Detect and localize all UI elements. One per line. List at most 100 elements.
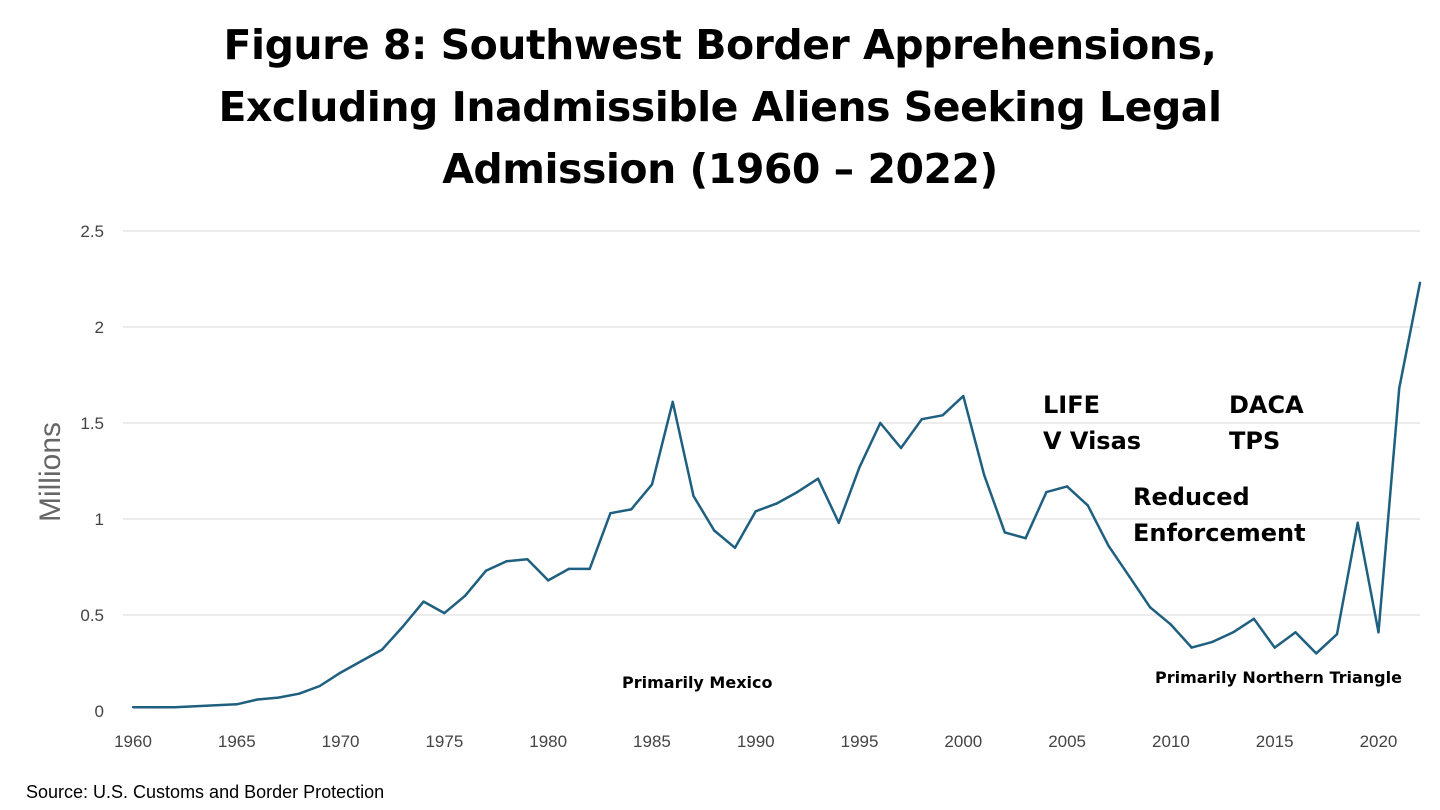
- data-point-1995: [858, 465, 861, 469]
- data-point-1989: [733, 546, 737, 549]
- annotation-primarily-northern-triangle: Primarily Northern Triangle: [1155, 668, 1402, 687]
- x-axis-ticks: 1960 1965 1970 1975 1980 1985 1990 1995 2000 2005…: [114, 732, 1397, 751]
- data-point-1969: [318, 684, 322, 688]
- data-point-1968: [297, 692, 301, 695]
- x-tick-label: 2020: [1360, 732, 1398, 751]
- data-point-1994: [837, 521, 840, 525]
- annotation-v-visas: V Visas: [1043, 427, 1141, 455]
- y-axis-label: Millions: [34, 422, 67, 522]
- x-tick-label: 1960: [114, 732, 152, 751]
- y-tick-label: 0: [95, 702, 104, 721]
- x-tick-label: 2010: [1152, 732, 1190, 751]
- annotation-daca: DACA: [1229, 391, 1304, 419]
- data-point-2020: [1377, 631, 1380, 634]
- annotation-primarily-mexico: Primarily Mexico: [622, 673, 772, 692]
- data-point-1991: [775, 502, 778, 505]
- y-axis-ticks: 0 0.5 1 1.5 2 2.5: [80, 222, 104, 721]
- data-point-1983: [609, 512, 612, 515]
- data-point-1974: [422, 600, 425, 603]
- gridlines: [123, 230, 1420, 616]
- data-point-2015: [1273, 646, 1276, 649]
- data-point-1980: [546, 579, 550, 582]
- data-point-1986: [671, 400, 674, 404]
- y-tick-label: 1: [95, 510, 104, 529]
- x-tick-label: 1980: [529, 732, 567, 751]
- annotation-tps: TPS: [1229, 427, 1280, 455]
- data-point-2004: [1045, 490, 1048, 494]
- title-line-2: Excluding Inadmissible Aliens Seeking Le…: [218, 83, 1222, 131]
- data-point-1982: [588, 567, 591, 571]
- x-tick-label: 1990: [737, 732, 775, 751]
- annotation-reduced: Reduced: [1133, 483, 1250, 511]
- data-point-1978: [505, 560, 508, 563]
- data-point-2002: [1003, 531, 1007, 534]
- data-point-2008: [1128, 575, 1131, 578]
- data-point-1966: [256, 698, 259, 701]
- data-point-1979: [526, 558, 529, 561]
- x-tick-label: 1970: [322, 732, 360, 751]
- data-point-2011: [1190, 646, 1193, 649]
- x-tick-label: 1965: [218, 732, 256, 751]
- data-point-1987: [692, 494, 695, 498]
- data-point-1988: [713, 529, 716, 532]
- data-point-1992: [796, 490, 799, 494]
- data-point-2018: [1335, 633, 1339, 636]
- data-point-1996: [879, 421, 882, 425]
- x-tick-label: 2015: [1256, 732, 1294, 751]
- chart-title: Figure 8: Southwest Border Apprehensions…: [0, 14, 1440, 200]
- data-point-2013: [1231, 631, 1235, 634]
- data-point-1963: [194, 705, 197, 708]
- data-point-1971: [360, 659, 363, 663]
- title-line-1: Figure 8: Southwest Border Apprehensions…: [223, 21, 1217, 69]
- title-line-3: Admission (1960 – 2022): [442, 145, 998, 193]
- data-point-1962: [173, 705, 176, 709]
- data-point-2001: [982, 473, 986, 477]
- x-tick-label: 1975: [425, 732, 463, 751]
- data-point-2022: [1418, 281, 1422, 285]
- source-note: Source: U.S. Customs and Border Protecti…: [26, 782, 385, 802]
- data-point-1990: [754, 510, 757, 513]
- data-point-2005: [1065, 485, 1069, 488]
- data-point-1997: [899, 446, 903, 450]
- data-point-2006: [1086, 504, 1090, 507]
- data-point-2014: [1252, 617, 1256, 621]
- data-point-1965: [235, 703, 238, 706]
- data-point-1964: [214, 704, 218, 707]
- data-point-2003: [1024, 537, 1027, 540]
- y-tick-label: 0.5: [80, 606, 104, 625]
- x-tick-label: 1995: [841, 732, 879, 751]
- data-point-1981: [567, 567, 571, 571]
- data-point-2017: [1315, 652, 1318, 655]
- data-point-1960: [131, 705, 135, 709]
- data-point-1993: [816, 477, 820, 480]
- annotation-life: LIFE: [1043, 391, 1100, 419]
- y-tick-label: 1.5: [80, 414, 104, 433]
- x-tick-label: 2005: [1048, 732, 1086, 751]
- data-point-1977: [484, 569, 488, 573]
- x-tick-label: 1985: [633, 732, 671, 751]
- data-point-1975: [443, 611, 446, 615]
- data-point-2012: [1211, 640, 1214, 644]
- annotation-enforcement: Enforcement: [1133, 519, 1306, 547]
- data-point-1967: [277, 696, 280, 699]
- data-point-1984: [629, 508, 633, 511]
- data-points: [131, 281, 1422, 709]
- data-point-1999: [941, 414, 944, 417]
- data-point-2010: [1169, 623, 1173, 626]
- data-point-1998: [920, 417, 924, 421]
- data-point-1972: [380, 648, 384, 651]
- data-point-1976: [463, 594, 467, 597]
- y-tick-label: 2.5: [80, 222, 104, 241]
- data-point-1973: [401, 625, 405, 628]
- data-point-2007: [1107, 544, 1110, 548]
- data-point-2019: [1356, 521, 1359, 525]
- data-point-1961: [152, 705, 155, 709]
- data-point-2009: [1148, 606, 1152, 609]
- data-point-2000: [962, 394, 965, 398]
- data-point-1985: [650, 483, 654, 486]
- x-tick-label: 2000: [944, 732, 982, 751]
- data-point-1970: [339, 671, 342, 674]
- data-point-2016: [1294, 631, 1297, 634]
- y-tick-label: 2: [95, 318, 104, 337]
